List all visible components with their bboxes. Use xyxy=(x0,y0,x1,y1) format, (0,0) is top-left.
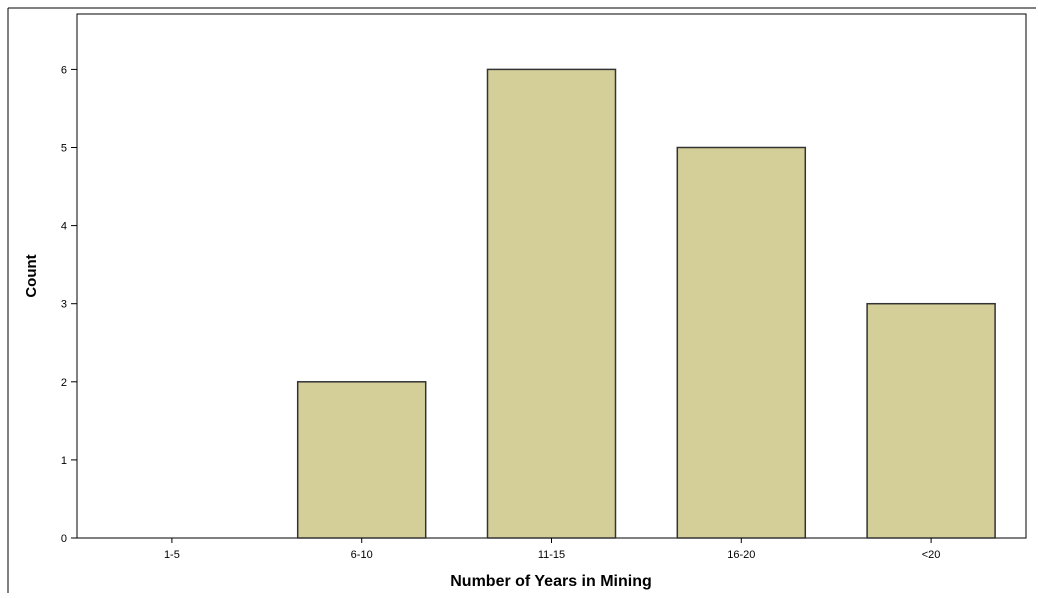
y-tick-label-3: 3 xyxy=(61,299,67,311)
bar-6-10 xyxy=(296,381,427,539)
y-tick-label-6: 6 xyxy=(61,64,67,76)
bar-11-15 xyxy=(486,68,617,539)
x-tick-label-6-10: 6-10 xyxy=(351,549,373,561)
bar-<20 xyxy=(866,302,996,539)
y-tick-label-1: 1 xyxy=(61,455,67,467)
y-axis-title: Count xyxy=(23,254,40,297)
bar-16-20 xyxy=(676,146,807,539)
x-axis-title: Number of Years in Mining xyxy=(450,573,652,590)
y-axis: 0 1 2 3 4 5 6 xyxy=(61,64,77,545)
x-axis: 1-5 6-10 11-15 16-20 <20 xyxy=(164,538,940,561)
y-tick-label-5: 5 xyxy=(61,143,67,155)
y-tick-label-2: 2 xyxy=(61,377,67,389)
x-tick-label-16-20: 16-20 xyxy=(727,549,755,561)
y-tick-label-4: 4 xyxy=(61,221,67,233)
x-tick-label-11-15: 11-15 xyxy=(538,549,565,561)
x-tick-label-<20: <20 xyxy=(922,549,941,561)
x-tick-label-1-5: 1-5 xyxy=(164,549,180,561)
bars-layer xyxy=(296,68,996,539)
y-tick-label-0: 0 xyxy=(61,533,67,545)
